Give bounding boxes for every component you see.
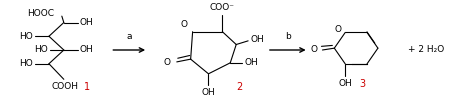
- Text: HO: HO: [20, 32, 33, 41]
- Text: OH: OH: [202, 88, 215, 97]
- Text: O: O: [181, 20, 187, 29]
- Text: + 2 H₂O: + 2 H₂O: [408, 46, 444, 54]
- Text: OH: OH: [244, 58, 258, 67]
- Text: COO⁻: COO⁻: [210, 3, 235, 12]
- Text: OH: OH: [250, 35, 264, 44]
- Text: 3: 3: [359, 79, 365, 89]
- Text: OH: OH: [80, 18, 93, 27]
- Text: O: O: [164, 58, 171, 67]
- Text: OH: OH: [80, 46, 93, 54]
- Text: HO: HO: [20, 59, 33, 68]
- Text: O: O: [310, 46, 318, 54]
- Text: O: O: [334, 25, 341, 34]
- Text: b: b: [285, 32, 291, 41]
- Text: a: a: [126, 32, 132, 41]
- Text: 1: 1: [84, 82, 90, 92]
- Text: OH: OH: [339, 79, 352, 88]
- Text: 2: 2: [236, 82, 243, 92]
- Text: COOH: COOH: [51, 82, 78, 91]
- Text: HOOC: HOOC: [27, 9, 54, 18]
- Text: HO: HO: [34, 46, 48, 54]
